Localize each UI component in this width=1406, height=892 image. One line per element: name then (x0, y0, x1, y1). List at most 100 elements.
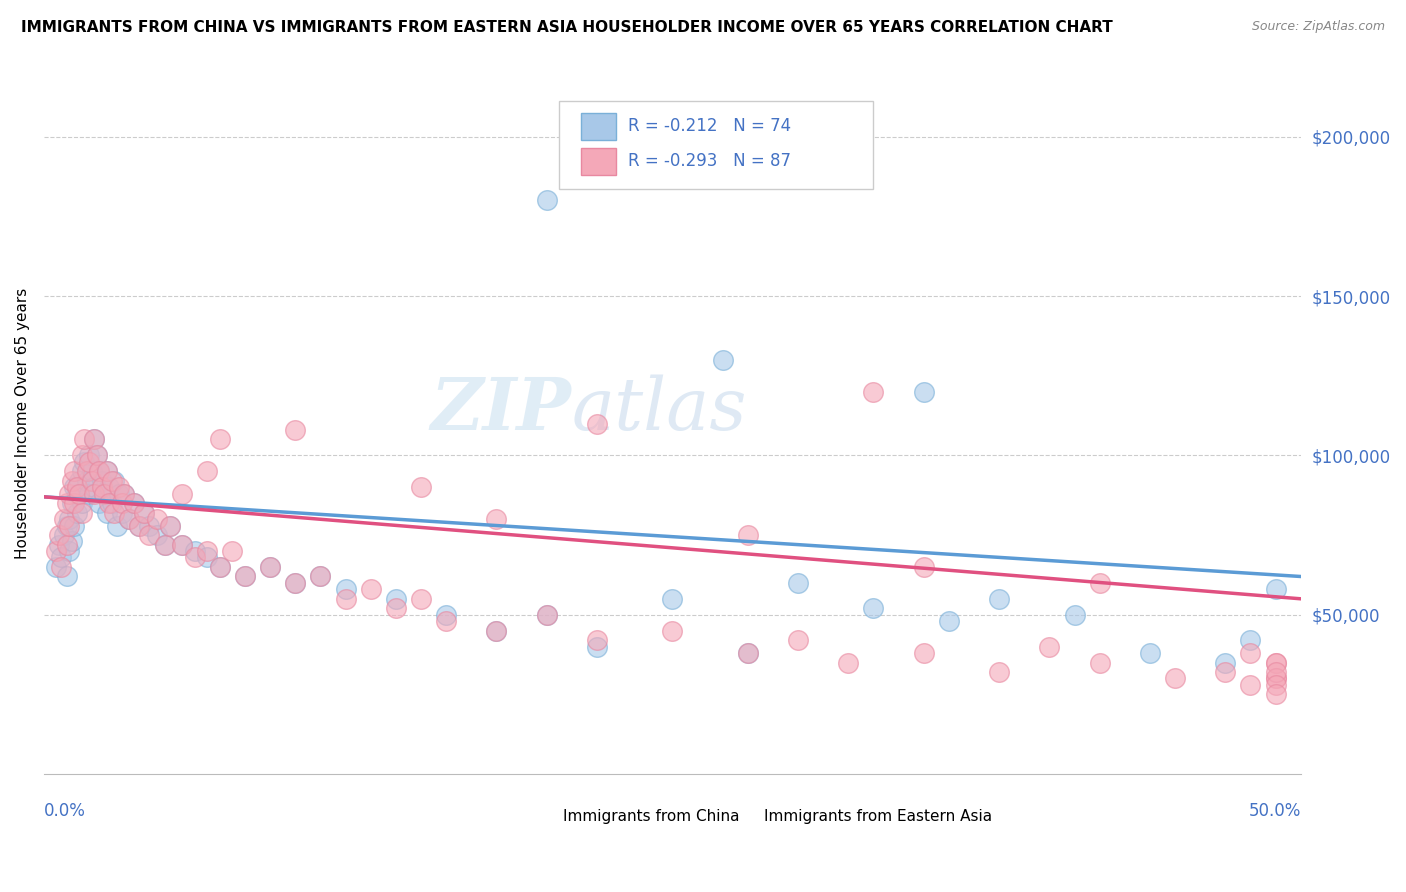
Point (83, 433, 105, 447)
Point (48, 538, 70, 552)
Point (862, 601, 884, 615)
Point (309, 569, 332, 583)
Point (138, 518, 160, 533)
Point (96, 464, 118, 478)
Point (159, 518, 181, 533)
Point (485, 624, 508, 638)
Point (58, 518, 80, 533)
Point (737, 646, 759, 660)
Point (912, 646, 935, 660)
Point (58, 544, 80, 558)
FancyBboxPatch shape (560, 101, 873, 189)
Point (1088, 575, 1111, 590)
Point (938, 614, 960, 628)
Point (1264, 672, 1286, 686)
Point (787, 575, 810, 590)
Point (208, 560, 231, 574)
Point (485, 624, 508, 638)
Point (73, 455, 96, 469)
Point (83, 480, 105, 494)
Point (70, 449, 93, 463)
Point (1139, 646, 1161, 660)
Point (53, 512, 76, 526)
Point (1215, 665, 1237, 679)
Point (360, 582, 382, 597)
Point (93, 486, 115, 500)
Bar (527, 805, 555, 828)
Text: R = -0.212   N = 74: R = -0.212 N = 74 (628, 117, 792, 136)
Text: 0.0%: 0.0% (44, 802, 86, 820)
Point (233, 569, 256, 583)
Point (1239, 633, 1261, 648)
Point (1264, 687, 1286, 701)
Point (112, 486, 135, 500)
Point (118, 512, 141, 526)
Point (124, 496, 146, 510)
Point (146, 512, 169, 526)
Point (55, 538, 77, 552)
Point (111, 506, 134, 520)
Point (90, 474, 112, 488)
Point (195, 544, 218, 558)
Point (63, 464, 86, 478)
Point (80, 474, 103, 488)
Point (153, 538, 176, 552)
Point (89, 464, 111, 478)
Point (103, 506, 125, 520)
Point (284, 423, 307, 437)
Text: IMMIGRANTS FROM CHINA VS IMMIGRANTS FROM EASTERN ASIA HOUSEHOLDER INCOME OVER 65: IMMIGRANTS FROM CHINA VS IMMIGRANTS FROM… (21, 20, 1112, 35)
Point (134, 506, 156, 520)
Point (58, 486, 80, 500)
Point (259, 560, 281, 574)
Text: R = -0.293   N = 87: R = -0.293 N = 87 (628, 153, 792, 170)
Point (118, 512, 141, 526)
Point (1239, 646, 1261, 660)
Text: ZIP: ZIP (430, 374, 572, 445)
Point (77, 449, 100, 463)
Bar (581, 148, 616, 175)
Point (862, 384, 884, 399)
Point (51, 550, 73, 565)
Point (83, 486, 105, 500)
Point (45, 560, 67, 574)
Point (55, 518, 77, 533)
Point (108, 480, 131, 494)
Point (1264, 672, 1286, 686)
Point (146, 528, 169, 542)
Point (77, 486, 100, 500)
Point (1264, 656, 1286, 670)
Point (737, 528, 759, 542)
Point (1164, 672, 1187, 686)
Point (73, 433, 96, 447)
Point (586, 640, 609, 654)
Point (172, 486, 194, 500)
Point (1264, 678, 1286, 692)
Text: Source: ZipAtlas.com: Source: ZipAtlas.com (1251, 20, 1385, 33)
Point (233, 569, 256, 583)
Point (53, 528, 76, 542)
Point (60, 496, 83, 510)
Point (737, 646, 759, 660)
Point (988, 665, 1011, 679)
Point (100, 474, 122, 488)
Point (83, 433, 105, 447)
Text: atlas: atlas (572, 375, 747, 445)
Point (172, 538, 194, 552)
Point (536, 607, 558, 622)
Point (112, 486, 135, 500)
Point (55, 496, 77, 510)
Point (80, 464, 103, 478)
Point (159, 518, 181, 533)
Point (51, 560, 73, 574)
Point (1264, 582, 1286, 597)
Point (1038, 640, 1060, 654)
Point (335, 591, 357, 606)
Point (63, 518, 86, 533)
Point (65, 506, 87, 520)
Point (77, 455, 100, 469)
Point (96, 464, 118, 478)
Point (1239, 678, 1261, 692)
Point (89, 496, 111, 510)
Point (70, 464, 93, 478)
Point (105, 518, 128, 533)
